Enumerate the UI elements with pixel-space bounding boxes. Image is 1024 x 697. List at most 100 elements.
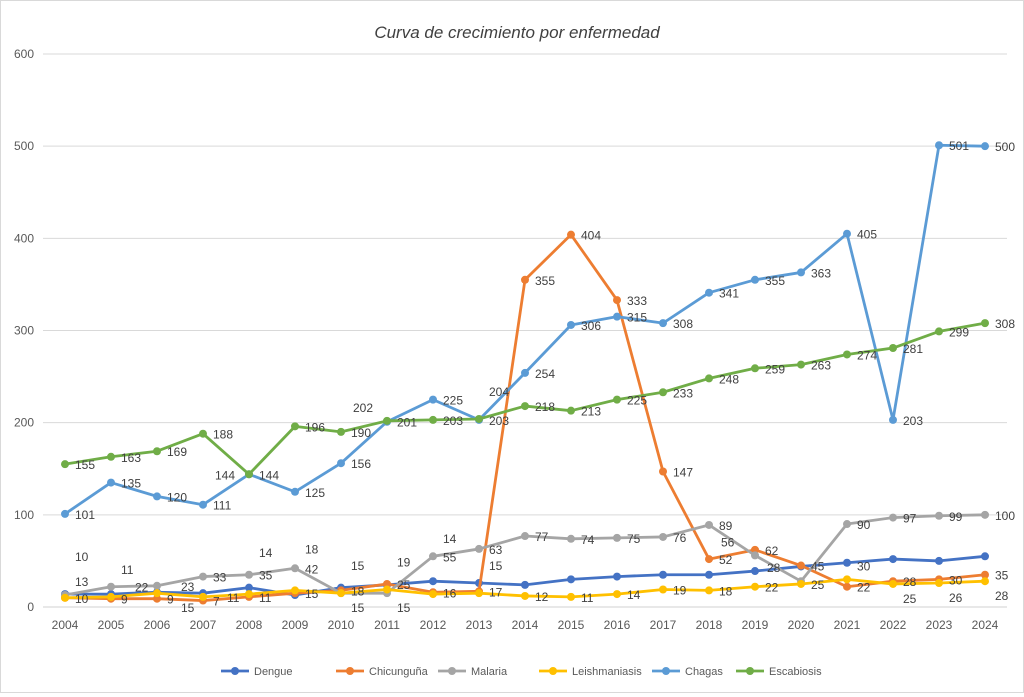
data-point	[981, 552, 989, 561]
data-label: 233	[673, 386, 693, 400]
data-label: 111	[213, 499, 232, 513]
data-point	[797, 360, 805, 369]
data-label: 55	[443, 550, 457, 564]
legend-item: Chicunguña	[336, 666, 429, 678]
data-point	[659, 570, 667, 579]
data-label: 13	[75, 575, 89, 589]
data-label: 147	[673, 466, 693, 480]
data-point	[567, 575, 575, 584]
data-label: 500	[995, 140, 1015, 154]
data-label: 169	[167, 445, 187, 459]
data-point	[383, 416, 391, 425]
data-label: 135	[121, 477, 141, 491]
data-point	[751, 582, 759, 591]
data-point	[567, 534, 575, 543]
data-point	[889, 555, 897, 564]
x-tick-label: 2004	[52, 618, 79, 632]
data-label: 89	[719, 519, 733, 533]
data-label: 33	[213, 571, 227, 585]
data-label: 15	[351, 559, 365, 573]
data-label: 77	[535, 530, 549, 544]
data-label: 405	[857, 228, 877, 242]
legend-marker	[746, 667, 754, 675]
data-point	[107, 478, 115, 487]
data-label: 203	[443, 414, 463, 428]
data-label: 56	[721, 535, 735, 549]
data-point	[613, 533, 621, 542]
data-label: 15	[305, 587, 319, 601]
data-point	[199, 592, 207, 601]
data-label: 355	[765, 274, 785, 288]
data-point	[659, 585, 667, 594]
data-point	[245, 583, 253, 592]
data-label: 9	[121, 593, 128, 607]
data-point	[521, 580, 529, 589]
y-tick-label: 0	[27, 600, 34, 614]
data-point	[291, 564, 299, 573]
data-point	[981, 510, 989, 519]
data-label: 10	[75, 550, 89, 564]
data-label: 120	[167, 490, 187, 504]
legend-item: Escabiosis	[736, 666, 822, 678]
data-label: 263	[811, 359, 831, 373]
data-point	[107, 582, 115, 591]
data-label: 15	[181, 601, 195, 615]
data-point	[935, 579, 943, 588]
data-label: 14	[443, 532, 457, 546]
series-line-chagas	[64, 143, 986, 516]
data-point	[843, 350, 851, 359]
x-tick-label: 2013	[466, 618, 493, 632]
data-label: 274	[857, 348, 877, 362]
legend-label: Escabiosis	[769, 666, 822, 678]
x-tick-label: 2007	[190, 618, 217, 632]
data-point	[889, 579, 897, 588]
data-point	[889, 415, 897, 424]
data-label: 19	[673, 583, 687, 597]
series-line-chicunguña	[64, 233, 986, 602]
data-label: 99	[949, 510, 963, 524]
legend-marker	[662, 667, 670, 675]
x-tick-label: 2019	[742, 618, 769, 632]
x-tick-label: 2020	[788, 618, 815, 632]
data-label: 11	[227, 591, 240, 605]
data-label: 62	[765, 544, 779, 558]
data-point	[751, 364, 759, 373]
data-point	[797, 561, 805, 570]
data-point	[751, 567, 759, 576]
data-label: 196	[305, 420, 325, 434]
data-point	[843, 229, 851, 238]
x-tick-label: 2021	[834, 618, 861, 632]
data-label: 28	[767, 561, 781, 575]
data-point	[659, 319, 667, 328]
data-point	[935, 511, 943, 520]
data-label: 26	[949, 591, 963, 605]
data-point	[843, 558, 851, 567]
data-point	[153, 492, 161, 501]
data-label: 9	[167, 593, 174, 607]
data-point	[705, 586, 713, 595]
legend-label: Leishmaniasis	[572, 666, 642, 678]
x-tick-label: 2023	[926, 618, 953, 632]
data-label: 213	[581, 405, 601, 419]
data-label: 15	[351, 601, 365, 615]
data-label: 248	[719, 372, 739, 386]
data-label: 90	[857, 518, 871, 532]
data-point	[475, 414, 483, 423]
data-label: 100	[995, 509, 1015, 523]
data-label: 188	[213, 428, 233, 442]
legend-item: Leishmaniasis	[539, 666, 642, 678]
data-label: 299	[949, 325, 969, 339]
data-point	[751, 551, 759, 560]
data-label: 355	[535, 274, 555, 288]
x-tick-label: 2018	[696, 618, 723, 632]
y-tick-label: 500	[14, 139, 34, 153]
data-label: 52	[719, 553, 733, 567]
data-label: 218	[535, 400, 555, 414]
legend-item: Malaria	[438, 666, 508, 678]
data-label: 308	[995, 317, 1015, 331]
x-tick-label: 2016	[604, 618, 631, 632]
data-point	[705, 288, 713, 297]
x-tick-label: 2022	[880, 618, 907, 632]
data-label: 45	[811, 560, 825, 574]
